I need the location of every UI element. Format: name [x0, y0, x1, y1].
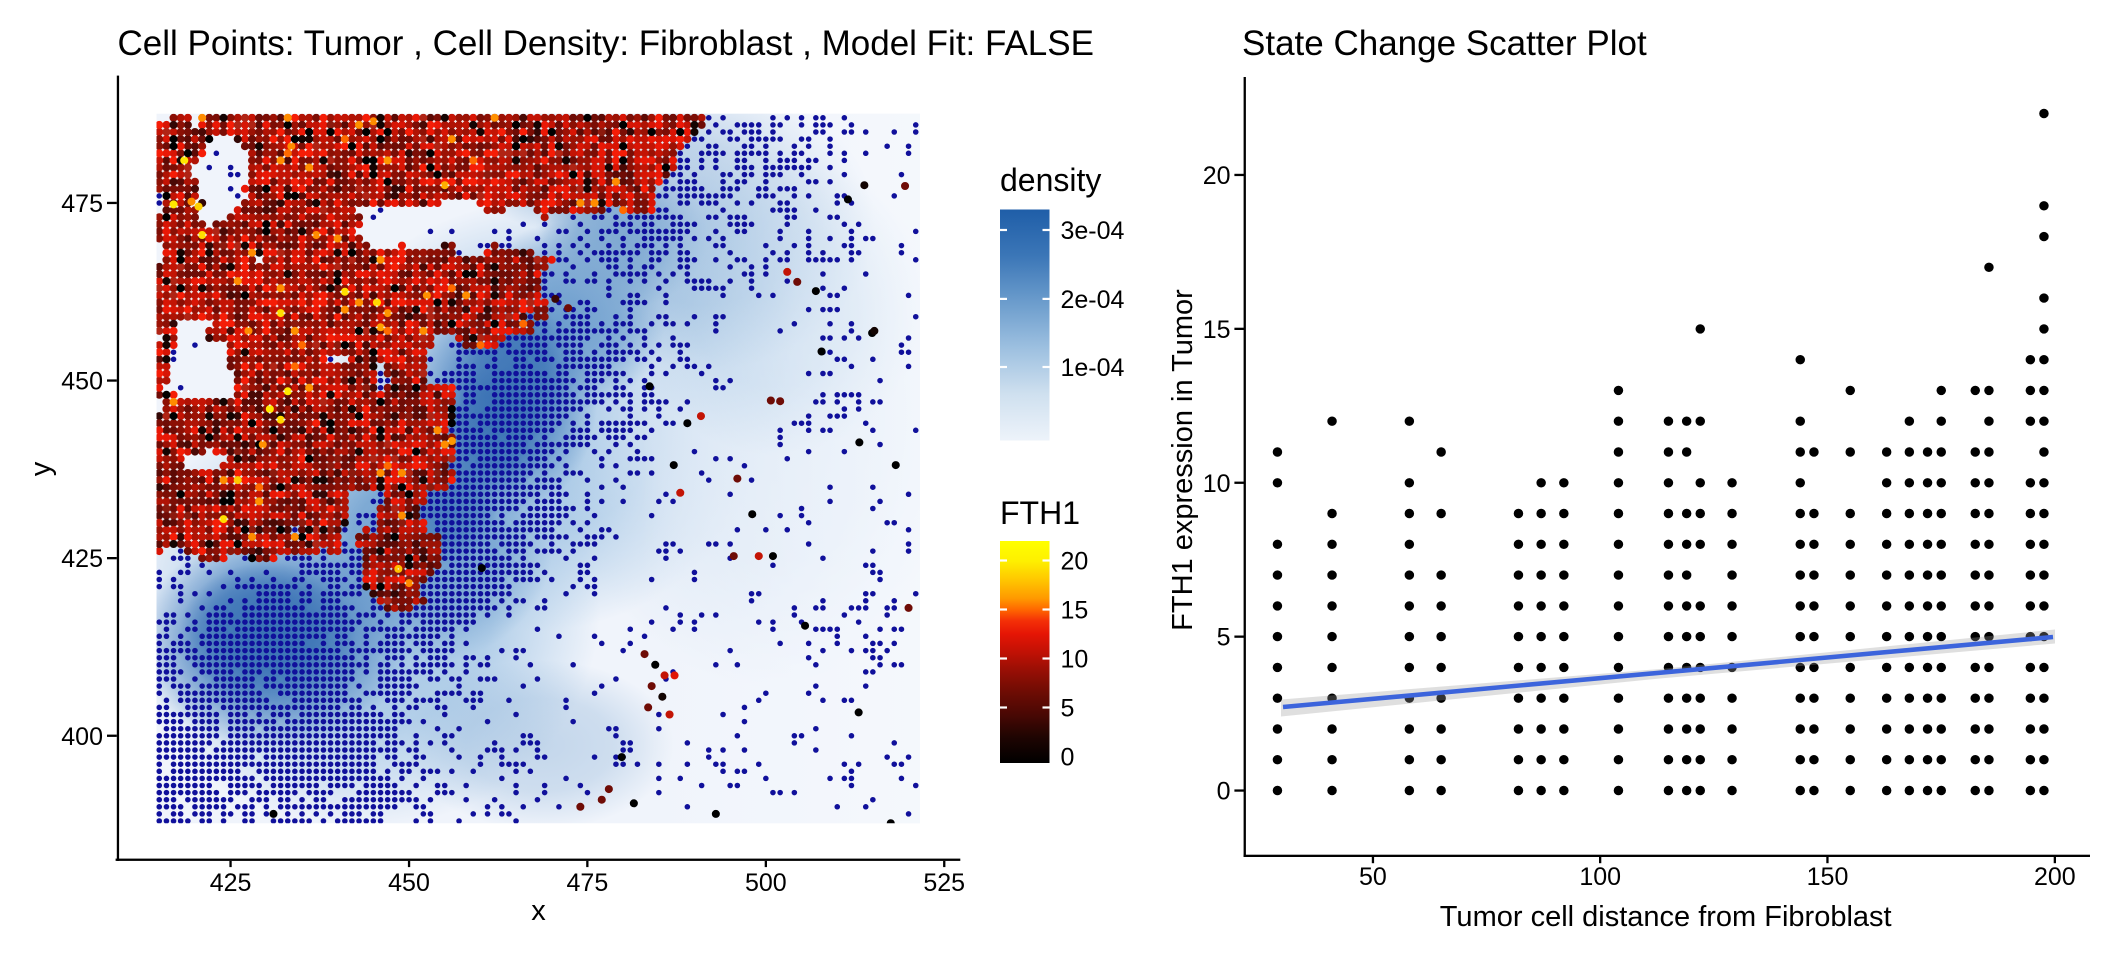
svg-text:15: 15: [1061, 597, 1089, 625]
svg-text:1e-04: 1e-04: [1061, 354, 1125, 382]
svg-text:20: 20: [1203, 162, 1231, 190]
svg-text:x: x: [531, 895, 546, 927]
svg-text:50: 50: [1359, 863, 1387, 891]
svg-text:15: 15: [1203, 316, 1231, 344]
svg-text:0: 0: [1217, 778, 1231, 806]
svg-text:10: 10: [1203, 470, 1231, 498]
svg-text:FTH1 expression in Tumor: FTH1 expression in Tumor: [1167, 289, 1199, 631]
svg-text:525: 525: [923, 869, 965, 897]
svg-text:Tumor cell distance from Fibr: Tumor cell distance from Fibroblast: [1440, 901, 1892, 933]
svg-text:425: 425: [61, 545, 103, 573]
svg-text:FTH1: FTH1: [1000, 495, 1080, 531]
svg-text:20: 20: [1061, 548, 1089, 576]
svg-text:y: y: [25, 461, 57, 476]
svg-text:500: 500: [745, 869, 787, 897]
svg-text:2e-04: 2e-04: [1061, 286, 1125, 314]
svg-text:5: 5: [1217, 624, 1231, 652]
svg-text:400: 400: [61, 723, 103, 751]
svg-text:5: 5: [1061, 695, 1075, 723]
svg-text:100: 100: [1579, 863, 1621, 891]
svg-text:200: 200: [2034, 863, 2076, 891]
svg-text:3e-04: 3e-04: [1061, 217, 1125, 245]
svg-text:425: 425: [210, 869, 252, 897]
svg-text:450: 450: [61, 368, 103, 396]
svg-text:0: 0: [1061, 744, 1075, 772]
svg-text:State Change Scatter Plot: State Change Scatter Plot: [1242, 24, 1647, 63]
svg-text:450: 450: [388, 869, 430, 897]
svg-text:density: density: [1000, 162, 1101, 198]
svg-text:150: 150: [1807, 863, 1849, 891]
svg-text:475: 475: [61, 190, 103, 218]
svg-text:475: 475: [567, 869, 609, 897]
svg-text:10: 10: [1061, 646, 1089, 674]
svg-text:Cell Points: Tumor , Cell Dens: Cell Points: Tumor , Cell Density: Fibro…: [118, 24, 1094, 63]
